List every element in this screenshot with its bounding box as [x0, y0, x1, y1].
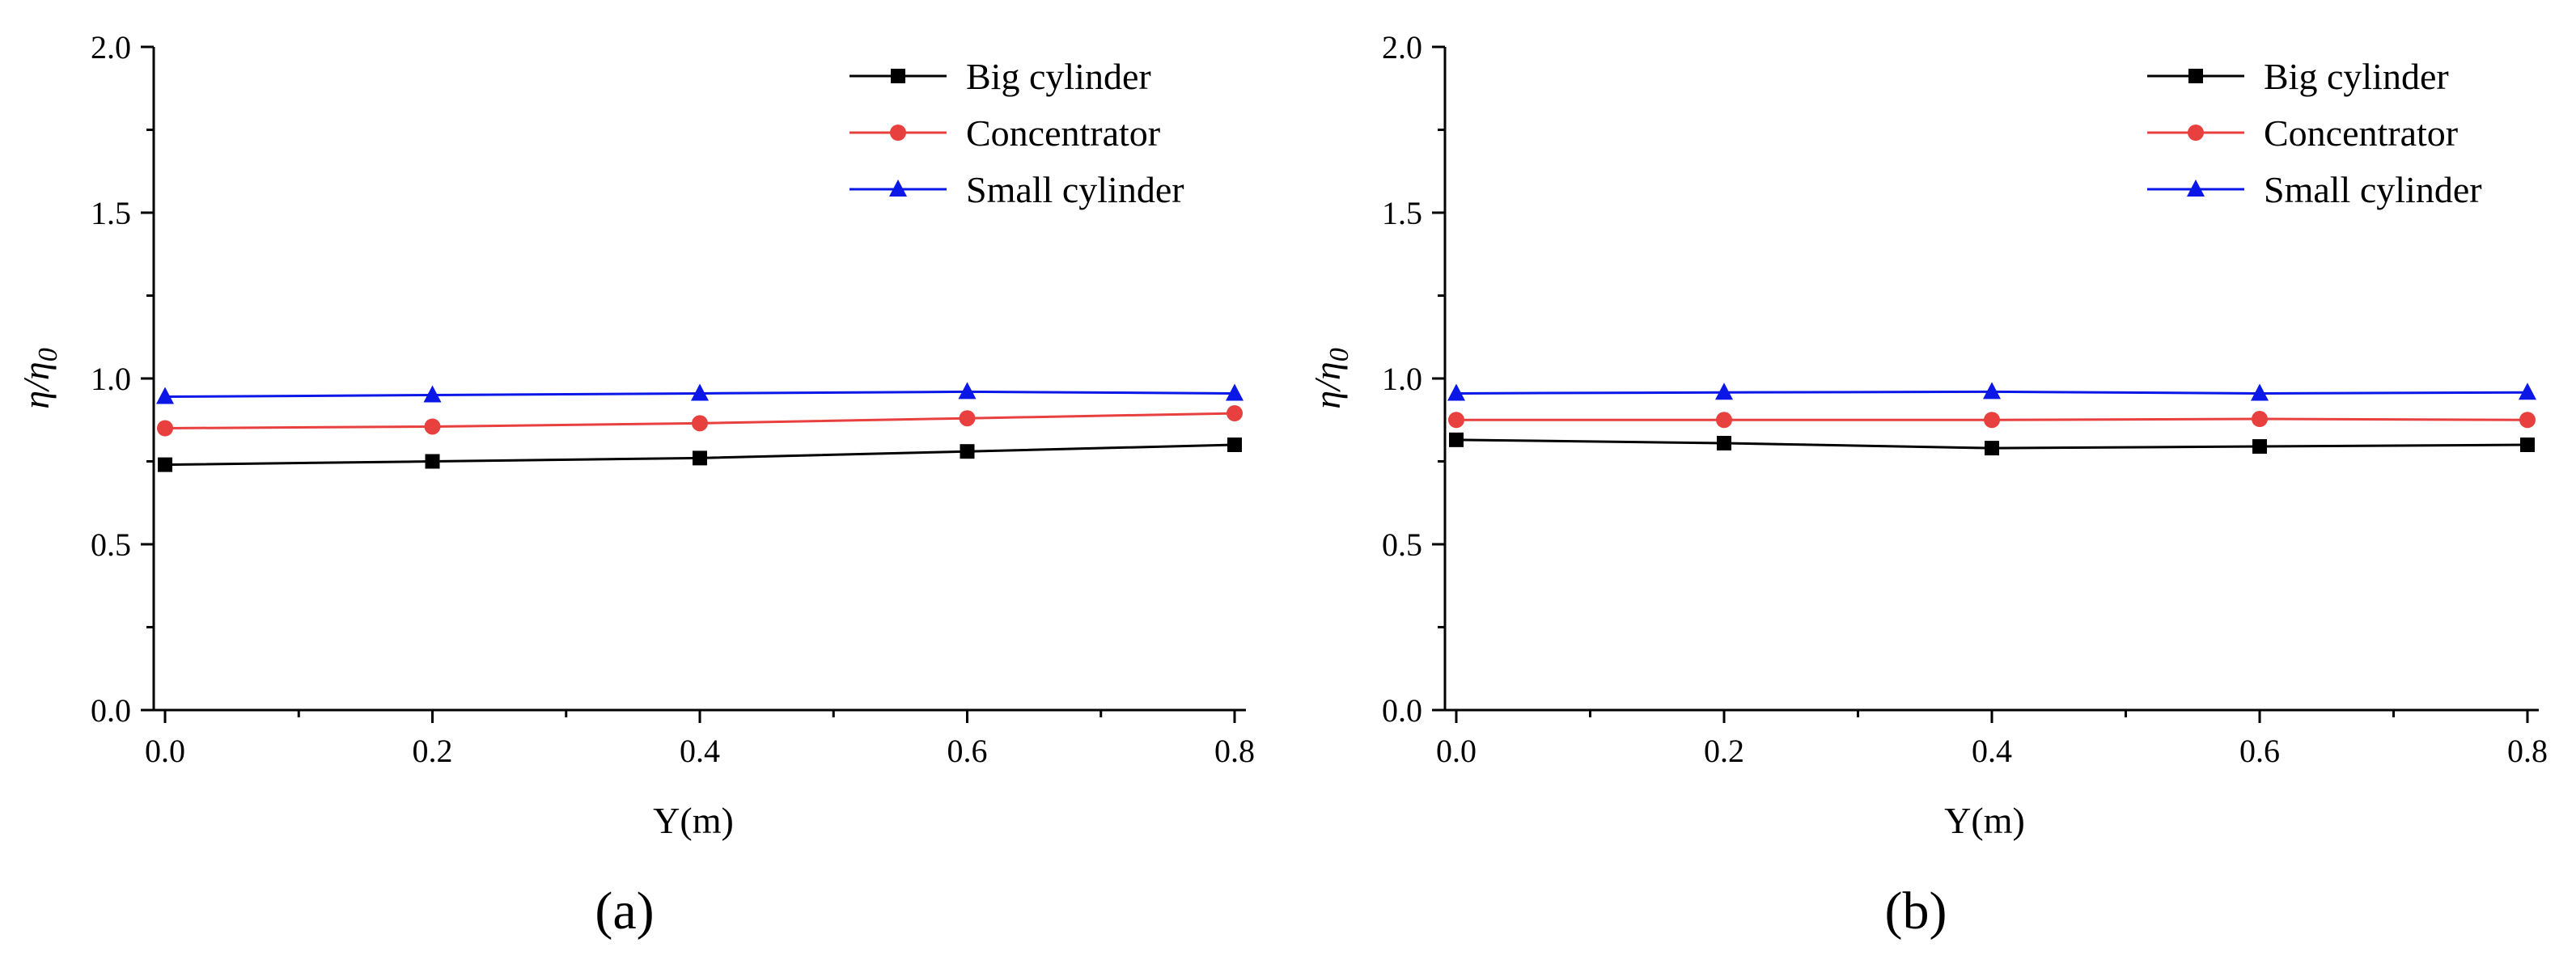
legend-label: Big cylinder [2264, 56, 2449, 97]
x-axis-label-a: Y(m) [653, 800, 734, 841]
chart-panel-a: 0.0 0.2 0.4 0.6 0.8 0.0 0.5 1.0 1.5 2.0 Big cylind… [15, 29, 1255, 941]
y-tick-label: 1.0 [91, 361, 131, 397]
series-small-cylinder [156, 382, 1244, 404]
data-point-concentrator [424, 418, 441, 435]
legend-item-big-cylinder: Big cylinder [2147, 56, 2449, 97]
y-tick-label: 0.5 [91, 526, 131, 563]
data-point-small-cylinder [156, 387, 174, 404]
y-axis-label-a: η/η0 [15, 348, 63, 408]
series-big-cylinder [158, 438, 1242, 472]
data-point-small-cylinder [691, 383, 709, 401]
data-point-small-cylinder [1983, 382, 2001, 400]
y-axis-label-main-a: η/η [15, 362, 57, 408]
data-point-concentrator [692, 415, 708, 432]
y-tick-label: 2.0 [1382, 29, 1422, 66]
data-point-big-cylinder [1227, 438, 1242, 452]
data-point-concentrator [959, 410, 976, 427]
legend-item-small-cylinder: Small cylinder [849, 169, 1184, 210]
legend-label: Concentrator [966, 112, 1160, 154]
data-point-concentrator [1984, 412, 2000, 429]
x-tick-label: 0.0 [1436, 733, 1477, 769]
series-concentrator [1448, 411, 2536, 429]
legend-item-small-cylinder: Small cylinder [2147, 169, 2482, 210]
legend-b: Big cylinder Concentrator Small cylinder [2147, 56, 2482, 210]
series-big-cylinder [1449, 432, 2535, 456]
y-tick-label: 0.5 [1382, 526, 1422, 563]
data-point-concentrator [1716, 412, 1732, 429]
legend-marker [2188, 69, 2203, 83]
data-point-big-cylinder [2520, 438, 2535, 452]
data-point-small-cylinder [1226, 383, 1244, 401]
y-tick-label: 1.5 [1382, 195, 1422, 231]
legend-marker [2187, 180, 2205, 197]
chart-panel-b: 0.0 0.2 0.4 0.6 0.8 0.0 0.5 1.0 1.5 2.0 Big cylind… [1307, 29, 2548, 941]
legend-item-concentrator: Concentrator [2147, 112, 2458, 154]
data-point-big-cylinder [693, 450, 707, 466]
panel-label-a: (a) [595, 882, 654, 941]
legend-item-big-cylinder: Big cylinder [849, 56, 1151, 97]
data-point-small-cylinder [1447, 383, 1465, 401]
data-point-concentrator [2252, 411, 2268, 428]
data-point-big-cylinder [158, 457, 172, 472]
y-tick-label: 0.0 [1382, 692, 1422, 729]
plot-area-a: 0.0 0.2 0.4 0.6 0.8 0.0 0.5 1.0 1.5 2.0 Big cylind… [91, 29, 1255, 769]
series-small-cylinder [1447, 382, 2536, 401]
y-axis-label-main-b: η/η [1307, 362, 1348, 408]
x-tick-label: 0.0 [145, 733, 185, 769]
data-point-big-cylinder [1717, 435, 1731, 450]
data-point-small-cylinder [1715, 383, 1733, 400]
data-point-big-cylinder [2252, 439, 2267, 455]
series-concentrator [157, 405, 1243, 437]
data-point-concentrator [2519, 412, 2536, 429]
data-point-big-cylinder [1985, 441, 1999, 456]
y-tick-label: 0.0 [91, 692, 131, 729]
x-tick-label: 0.2 [1704, 733, 1744, 769]
data-point-big-cylinder [960, 444, 975, 459]
x-tick-label: 0.2 [413, 733, 453, 769]
data-point-small-cylinder [2519, 383, 2536, 400]
legend-marker [891, 69, 905, 83]
y-axis-label-sub-a: 0 [33, 348, 63, 362]
data-point-small-cylinder [423, 385, 442, 403]
legend-label: Big cylinder [966, 56, 1151, 97]
data-point-concentrator [157, 420, 173, 437]
x-tick-label: 0.8 [2507, 733, 2548, 769]
panel-label-b: (b) [1885, 882, 1947, 941]
data-point-big-cylinder [425, 454, 440, 469]
data-point-small-cylinder [2251, 383, 2269, 401]
y-tick-label: 1.5 [91, 195, 131, 231]
y-tick-label: 1.0 [1382, 361, 1422, 397]
legend-label: Small cylinder [2264, 169, 2482, 210]
x-tick-label: 0.4 [680, 733, 720, 769]
legend-item-concentrator: Concentrator [849, 112, 1160, 154]
x-tick-label: 0.6 [947, 733, 988, 769]
data-point-concentrator [1227, 405, 1243, 422]
data-point-big-cylinder [1449, 432, 1464, 447]
y-axis-label-b: η/η0 [1307, 348, 1354, 408]
x-axis-label-b: Y(m) [1944, 800, 2025, 841]
x-tick-label: 0.8 [1214, 733, 1255, 769]
legend-marker [890, 125, 906, 141]
y-axis-label-sub-b: 0 [1324, 348, 1354, 362]
legend-label: Concentrator [2264, 112, 2458, 154]
data-point-concentrator [1448, 412, 1464, 429]
legend-label: Small cylinder [966, 169, 1184, 210]
legend-a: Big cylinder Concentrator Small cylinder [849, 56, 1184, 210]
legend-marker [2188, 125, 2204, 141]
y-tick-label: 2.0 [91, 29, 131, 66]
x-tick-label: 0.4 [1972, 733, 2012, 769]
plot-area-b: 0.0 0.2 0.4 0.6 0.8 0.0 0.5 1.0 1.5 2.0 Big cylind… [1382, 29, 2548, 769]
data-point-small-cylinder [958, 382, 977, 400]
x-tick-label: 0.6 [2239, 733, 2280, 769]
legend-marker [889, 180, 907, 197]
